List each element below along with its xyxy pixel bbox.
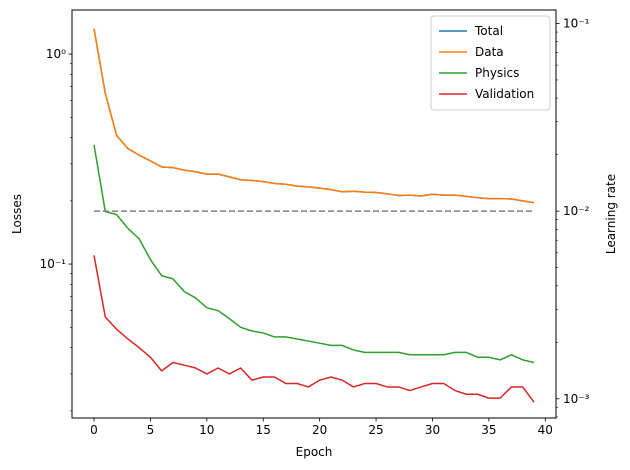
x-tick-label: 20 [312,423,327,437]
x-axis-ticks: 0 5 10 15 20 25 30 35 40 [90,418,553,437]
x-tick-label: 0 [90,423,98,437]
series-line-data [93,28,535,204]
x-tick-label: 5 [147,423,155,437]
legend: Total Data Physics Validation [430,15,551,111]
x-tick-label: 15 [256,423,271,437]
legend-label-validation: Validation [475,87,534,101]
plot-frame [71,9,557,419]
x-axis-label: Epoch [296,445,333,459]
y-tick-label: 10⁻¹ [40,257,67,271]
legend-label-physics: Physics [475,66,519,80]
y2-axis-ticks: 10⁻³ 10⁻² 10⁻¹ [556,16,590,418]
y2-axis-label: Learning rate [604,174,618,254]
x-tick-label: 25 [368,423,383,437]
legend-label-total: Total [474,24,503,38]
y2-tick-label: 10⁻³ [563,392,590,406]
y-axis-ticks: 10⁻¹ 10⁰ [40,47,72,412]
legend-label-data: Data [475,45,504,59]
y-tick-label: 10⁰ [46,47,66,61]
x-tick-label: 35 [481,423,496,437]
y2-tick-label: 10⁻¹ [563,16,590,30]
legend-box [430,15,551,111]
plot-lines [93,28,535,403]
x-tick-label: 30 [425,423,440,437]
y-axis-label: Losses [10,194,24,234]
x-tick-label: 10 [199,423,214,437]
series-line-physics [93,144,535,364]
x-tick-label: 40 [538,423,553,437]
y2-tick-label: 10⁻² [563,204,590,218]
series-line-validation [93,255,535,403]
